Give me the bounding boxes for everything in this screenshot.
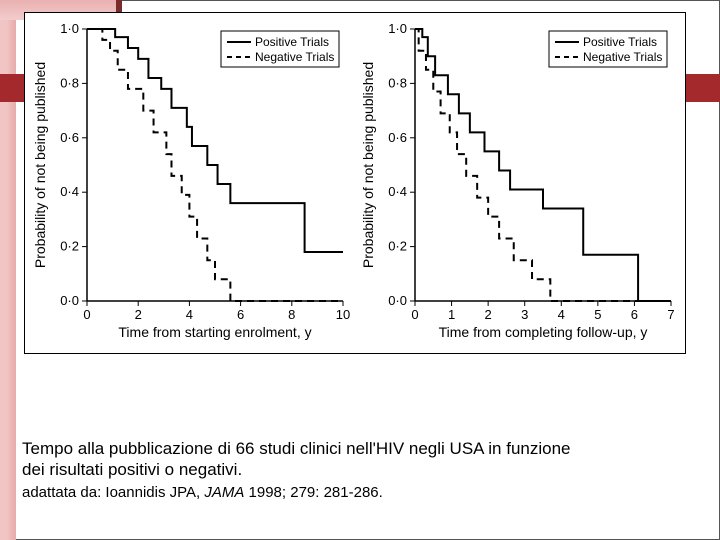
svg-text:Negative Trials: Negative Trials (255, 50, 334, 64)
survival-chart-left: 0·0 0·2 0·4 0·6 0·8 1·0 0 2 4 6 8 10 Probability of … (31, 19, 351, 345)
svg-text:0·4: 0·4 (388, 184, 407, 199)
svg-text:Probability of not being publi: Probability of not being published (360, 62, 376, 268)
svg-text:0·4: 0·4 (60, 184, 79, 199)
svg-text:3: 3 (521, 307, 528, 322)
svg-text:6: 6 (237, 307, 244, 322)
svg-text:Time from completing follow-up: Time from completing follow-up, y (439, 324, 648, 340)
citation: adattata da: Ioannidis JPA, JAMA 1998; 2… (22, 484, 383, 501)
svg-text:6: 6 (631, 307, 638, 322)
caption-line1: Tempo alla pubblicazione di 66 studi cli… (22, 439, 571, 458)
svg-text:0·2: 0·2 (388, 239, 407, 254)
svg-text:2: 2 (135, 307, 142, 322)
svg-text:7: 7 (667, 307, 674, 322)
svg-text:0·6: 0·6 (60, 130, 79, 145)
citation-prefix: adattata da: Ioannidis JPA, (22, 484, 204, 501)
svg-text:0: 0 (83, 307, 90, 322)
svg-text:0·8: 0·8 (60, 75, 79, 90)
svg-text:2: 2 (485, 307, 492, 322)
svg-text:1·0: 1·0 (60, 21, 79, 36)
svg-text:0·6: 0·6 (388, 130, 407, 145)
svg-text:1: 1 (448, 307, 455, 322)
svg-text:0·0: 0·0 (388, 293, 407, 308)
svg-text:0·2: 0·2 (60, 239, 79, 254)
svg-text:4: 4 (186, 307, 193, 322)
figure-caption: Tempo alla pubblicazione di 66 studi cli… (22, 438, 692, 502)
svg-text:Positive Trials: Positive Trials (255, 35, 329, 49)
svg-text:Time from starting enrolment,: Time from starting enrolment, y (118, 324, 311, 340)
svg-text:Positive Trials: Positive Trials (583, 35, 657, 49)
survival-chart-right: 0·0 0·2 0·4 0·6 0·8 1·0 0 1 2 3 4 5 6 7 Probability of… (359, 19, 679, 345)
figure-panel: 0·00·20·40·60·81·00246810Probability of … (24, 12, 686, 354)
citation-journal: JAMA (204, 484, 244, 501)
svg-text:1·0: 1·0 (388, 21, 407, 36)
svg-text:0·0: 0·0 (60, 293, 79, 308)
svg-text:Probability of not being publi: Probability of not being published (32, 62, 48, 268)
svg-text:8: 8 (288, 307, 295, 322)
svg-text:5: 5 (594, 307, 601, 322)
svg-text:0: 0 (411, 307, 418, 322)
citation-rest: 1998; 279: 281-286. (244, 484, 382, 501)
caption-line2: dei risultati positivi o negativi. (22, 460, 242, 479)
svg-text:Negative Trials: Negative Trials (583, 50, 662, 64)
svg-text:4: 4 (558, 307, 565, 322)
svg-text:10: 10 (336, 307, 350, 322)
svg-text:0·8: 0·8 (388, 75, 407, 90)
